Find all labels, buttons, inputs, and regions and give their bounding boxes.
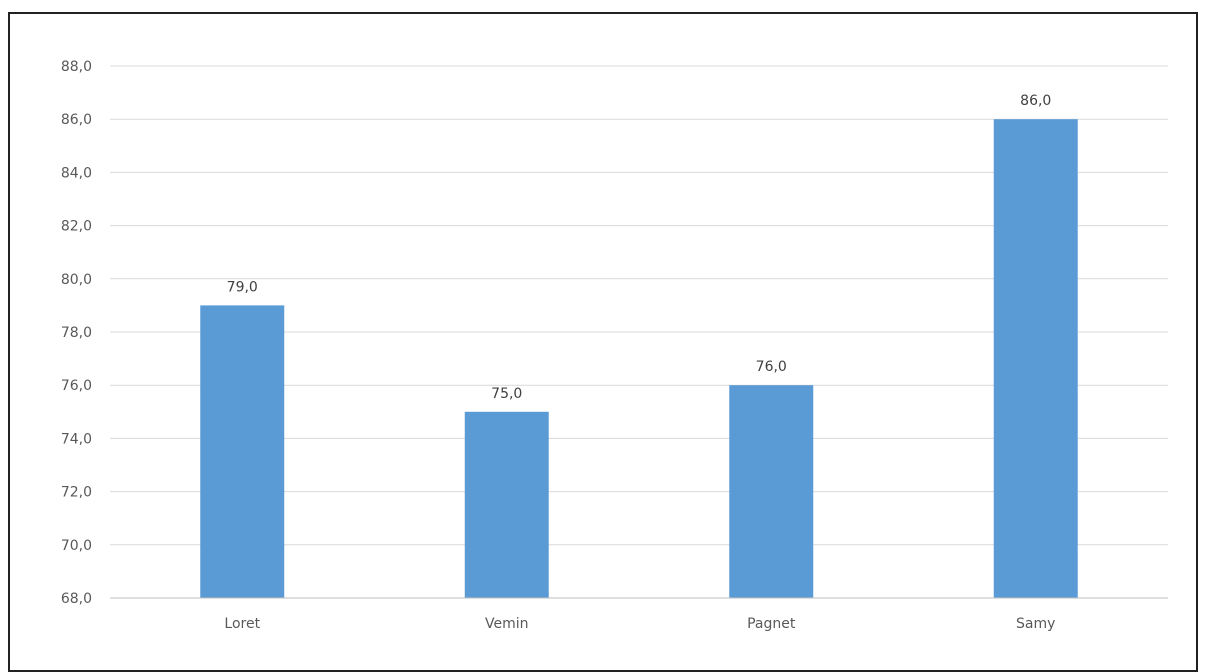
bars: [200, 119, 1078, 598]
y-tick-label: 70,0: [61, 538, 92, 554]
y-tick-label: 88,0: [61, 59, 92, 75]
data-label: 86,0: [1020, 93, 1051, 109]
data-label: 75,0: [491, 386, 522, 402]
y-tick-label: 82,0: [61, 219, 92, 235]
bar-loret: [200, 305, 285, 598]
bar-samy: [993, 119, 1078, 598]
x-tick-label: Loret: [224, 616, 260, 632]
y-tick-label: 80,0: [61, 272, 92, 288]
y-tick-label: 84,0: [61, 165, 92, 181]
y-tick-label: 76,0: [61, 378, 92, 394]
y-tick-label: 68,0: [61, 591, 92, 607]
x-tick-label: Samy: [1016, 616, 1055, 632]
bar-chart: 68,0 70,0 72,0 74,0 76,0 78,0 80,0 82,0 84,0 86,0…: [61, 59, 1168, 632]
x-axis-tick-labels: Loret Vemin Pagnet Samy: [224, 616, 1055, 632]
bar-vemin: [464, 411, 549, 598]
gridlines: [110, 65, 1168, 546]
bar-pagnet: [729, 385, 814, 598]
data-label: 76,0: [756, 359, 787, 375]
y-axis-tick-labels: 68,0 70,0 72,0 74,0 76,0 78,0 80,0 82,0 84,0 86,0…: [61, 59, 92, 607]
x-tick-label: Vemin: [485, 616, 529, 632]
y-tick-label: 74,0: [61, 431, 92, 447]
x-tick-label: Pagnet: [747, 616, 796, 632]
data-label: 79,0: [227, 279, 258, 295]
y-tick-label: 86,0: [61, 112, 92, 128]
y-tick-label: 72,0: [61, 485, 92, 501]
y-tick-label: 78,0: [61, 325, 92, 341]
data-labels: 79,0 75,0 76,0 86,0: [227, 93, 1052, 402]
